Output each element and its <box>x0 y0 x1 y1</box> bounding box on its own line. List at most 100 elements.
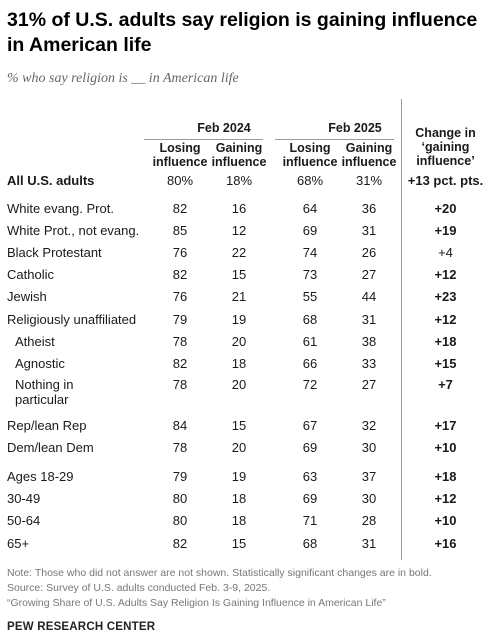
change-cell: +16 <box>434 536 457 551</box>
value-cell: 64 <box>302 201 318 216</box>
chart-subtitle: % who say religion is __ in American lif… <box>7 71 239 86</box>
row-label: Jewish <box>7 289 47 304</box>
value-cell: 63 <box>302 469 318 484</box>
column-header-text: Gaining influence <box>211 141 267 169</box>
value-cell: 76 <box>172 245 188 260</box>
value-cell: 69 <box>302 440 318 455</box>
value-cell: 84 <box>172 418 188 433</box>
change-cell: +10 <box>434 513 457 528</box>
value-cell: 82 <box>172 356 188 371</box>
row-label: Black Protestant <box>7 245 102 260</box>
row-label: 50-64 <box>7 513 41 528</box>
change-cell: +4 <box>438 245 453 260</box>
chart-title: 31% of U.S. adults say religion is gaini… <box>7 9 478 56</box>
change-cell: +20 <box>434 201 457 216</box>
change-cell: +18 <box>434 469 457 484</box>
value-cell: 18 <box>231 356 247 371</box>
value-cell: 74 <box>302 245 318 260</box>
row-label: Dem/lean Dem <box>7 440 94 455</box>
value-cell: 32 <box>361 418 377 433</box>
value-cell: 38 <box>361 334 377 349</box>
row-label: Rep/lean Rep <box>7 418 87 433</box>
change-cell: +7 <box>438 377 453 392</box>
value-cell: 20 <box>231 334 247 349</box>
change-cell: +10 <box>434 440 457 455</box>
column-header-gaining-2025: Gaining influence <box>334 141 404 169</box>
value-cell: 30 <box>361 440 377 455</box>
value-cell: 26 <box>361 245 377 260</box>
row-label: Ages 18-29 <box>7 469 74 484</box>
value-cell: 31 <box>361 312 377 327</box>
change-cell: +17 <box>434 418 457 433</box>
value-cell: 31% <box>355 173 383 188</box>
value-cell: 31 <box>361 536 377 551</box>
value-cell: 82 <box>172 536 188 551</box>
value-cell: 18% <box>225 173 253 188</box>
group-underline-feb-2025 <box>275 139 394 140</box>
value-cell: 82 <box>172 201 188 216</box>
value-cell: 72 <box>302 377 318 392</box>
group-header-feb-2025: Feb 2025 <box>328 121 382 135</box>
value-cell: 71 <box>302 513 318 528</box>
value-cell: 68 <box>302 312 318 327</box>
change-cell: +12 <box>434 267 457 282</box>
value-cell: 18 <box>231 513 247 528</box>
source-text: Source: Survey of U.S. adults conducted … <box>7 582 271 594</box>
change-cell: +13 pct. pts. <box>407 173 484 188</box>
value-cell: 73 <box>302 267 318 282</box>
value-cell: 61 <box>302 334 318 349</box>
value-cell: 80 <box>172 513 188 528</box>
value-cell: 27 <box>361 377 377 392</box>
change-header-line: ‘gaining <box>421 140 470 154</box>
value-cell: 80 <box>172 491 188 506</box>
column-header-losing-2025: Losing influence <box>275 141 345 169</box>
value-cell: 15 <box>231 267 247 282</box>
value-cell: 78 <box>172 440 188 455</box>
value-cell: 28 <box>361 513 377 528</box>
value-cell: 27 <box>361 267 377 282</box>
value-cell: 36 <box>361 201 377 216</box>
change-header-line: Change in <box>415 126 476 140</box>
value-cell: 31 <box>361 223 377 238</box>
value-cell: 79 <box>172 312 188 327</box>
row-label: Atheist <box>15 334 55 349</box>
column-header-losing-2024: Losing influence <box>145 141 215 169</box>
value-cell: 18 <box>231 491 247 506</box>
value-cell: 30 <box>361 491 377 506</box>
change-cell: +12 <box>434 312 457 327</box>
report-title: “Growing Share of U.S. Adults Say Religi… <box>7 597 386 609</box>
change-cell: +19 <box>434 223 457 238</box>
column-header-gaining-2024: Gaining influence <box>204 141 274 169</box>
value-cell: 68% <box>296 173 324 188</box>
value-cell: 16 <box>231 201 247 216</box>
row-label: Catholic <box>7 267 54 282</box>
value-cell: 15 <box>231 536 247 551</box>
value-cell: 19 <box>231 312 247 327</box>
group-header-feb-2024: Feb 2024 <box>197 121 251 135</box>
value-cell: 55 <box>302 289 318 304</box>
change-cell: +15 <box>434 356 457 371</box>
change-column-divider <box>401 99 402 560</box>
value-cell: 82 <box>172 267 188 282</box>
value-cell: 12 <box>231 223 247 238</box>
column-header-change: Change in ‘gaining influence’ <box>402 126 489 168</box>
row-label: White Prot., not evang. <box>7 223 140 238</box>
change-cell: +18 <box>434 334 457 349</box>
note-text: Note: Those who did not answer are not s… <box>7 567 432 579</box>
value-cell: 69 <box>302 491 318 506</box>
value-cell: 20 <box>231 440 247 455</box>
group-underline-feb-2024 <box>144 139 263 140</box>
row-label: Nothing in particular <box>15 377 74 407</box>
column-header-text: Gaining influence <box>341 141 397 169</box>
row-label: Agnostic <box>15 356 65 371</box>
change-cell: +23 <box>434 289 457 304</box>
value-cell: 78 <box>172 377 188 392</box>
row-label: All U.S. adults <box>7 173 95 188</box>
column-header-text: Losing influence <box>282 141 338 169</box>
value-cell: 33 <box>361 356 377 371</box>
value-cell: 69 <box>302 223 318 238</box>
value-cell: 67 <box>302 418 318 433</box>
value-cell: 37 <box>361 469 377 484</box>
value-cell: 20 <box>231 377 247 392</box>
value-cell: 68 <box>302 536 318 551</box>
